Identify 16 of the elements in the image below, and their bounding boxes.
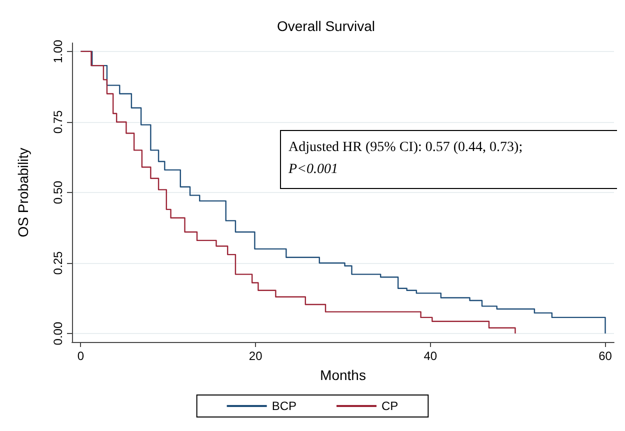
x-axis-title: Months — [320, 367, 366, 383]
x-tick-label: 40 — [424, 349, 438, 363]
legend-label: CP — [382, 399, 398, 413]
y-tick-label: 0.50 — [51, 180, 65, 204]
y-axis-title: OS Probability — [15, 148, 31, 238]
chart-title: Overall Survival — [276, 18, 376, 34]
y-tick-label: 0.75 — [51, 110, 65, 134]
x-tick-label: 0 — [77, 349, 84, 363]
y-tick-label: 0.00 — [51, 322, 65, 346]
annotation: P<0.001 — [288, 162, 338, 177]
annotation: Adjusted HR (95% CI): 0.57 (0.44, 0.73); — [288, 140, 523, 155]
y-tick-label: 1.00 — [51, 39, 65, 64]
x-tick-label: 20 — [248, 349, 263, 363]
x-tick-label: 60 — [598, 349, 612, 363]
y-tick-label: 0.25 — [51, 251, 65, 275]
legend-label: BCP — [272, 399, 297, 413]
